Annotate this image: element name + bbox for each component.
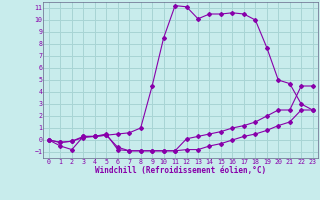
X-axis label: Windchill (Refroidissement éolien,°C): Windchill (Refroidissement éolien,°C) bbox=[95, 166, 266, 175]
